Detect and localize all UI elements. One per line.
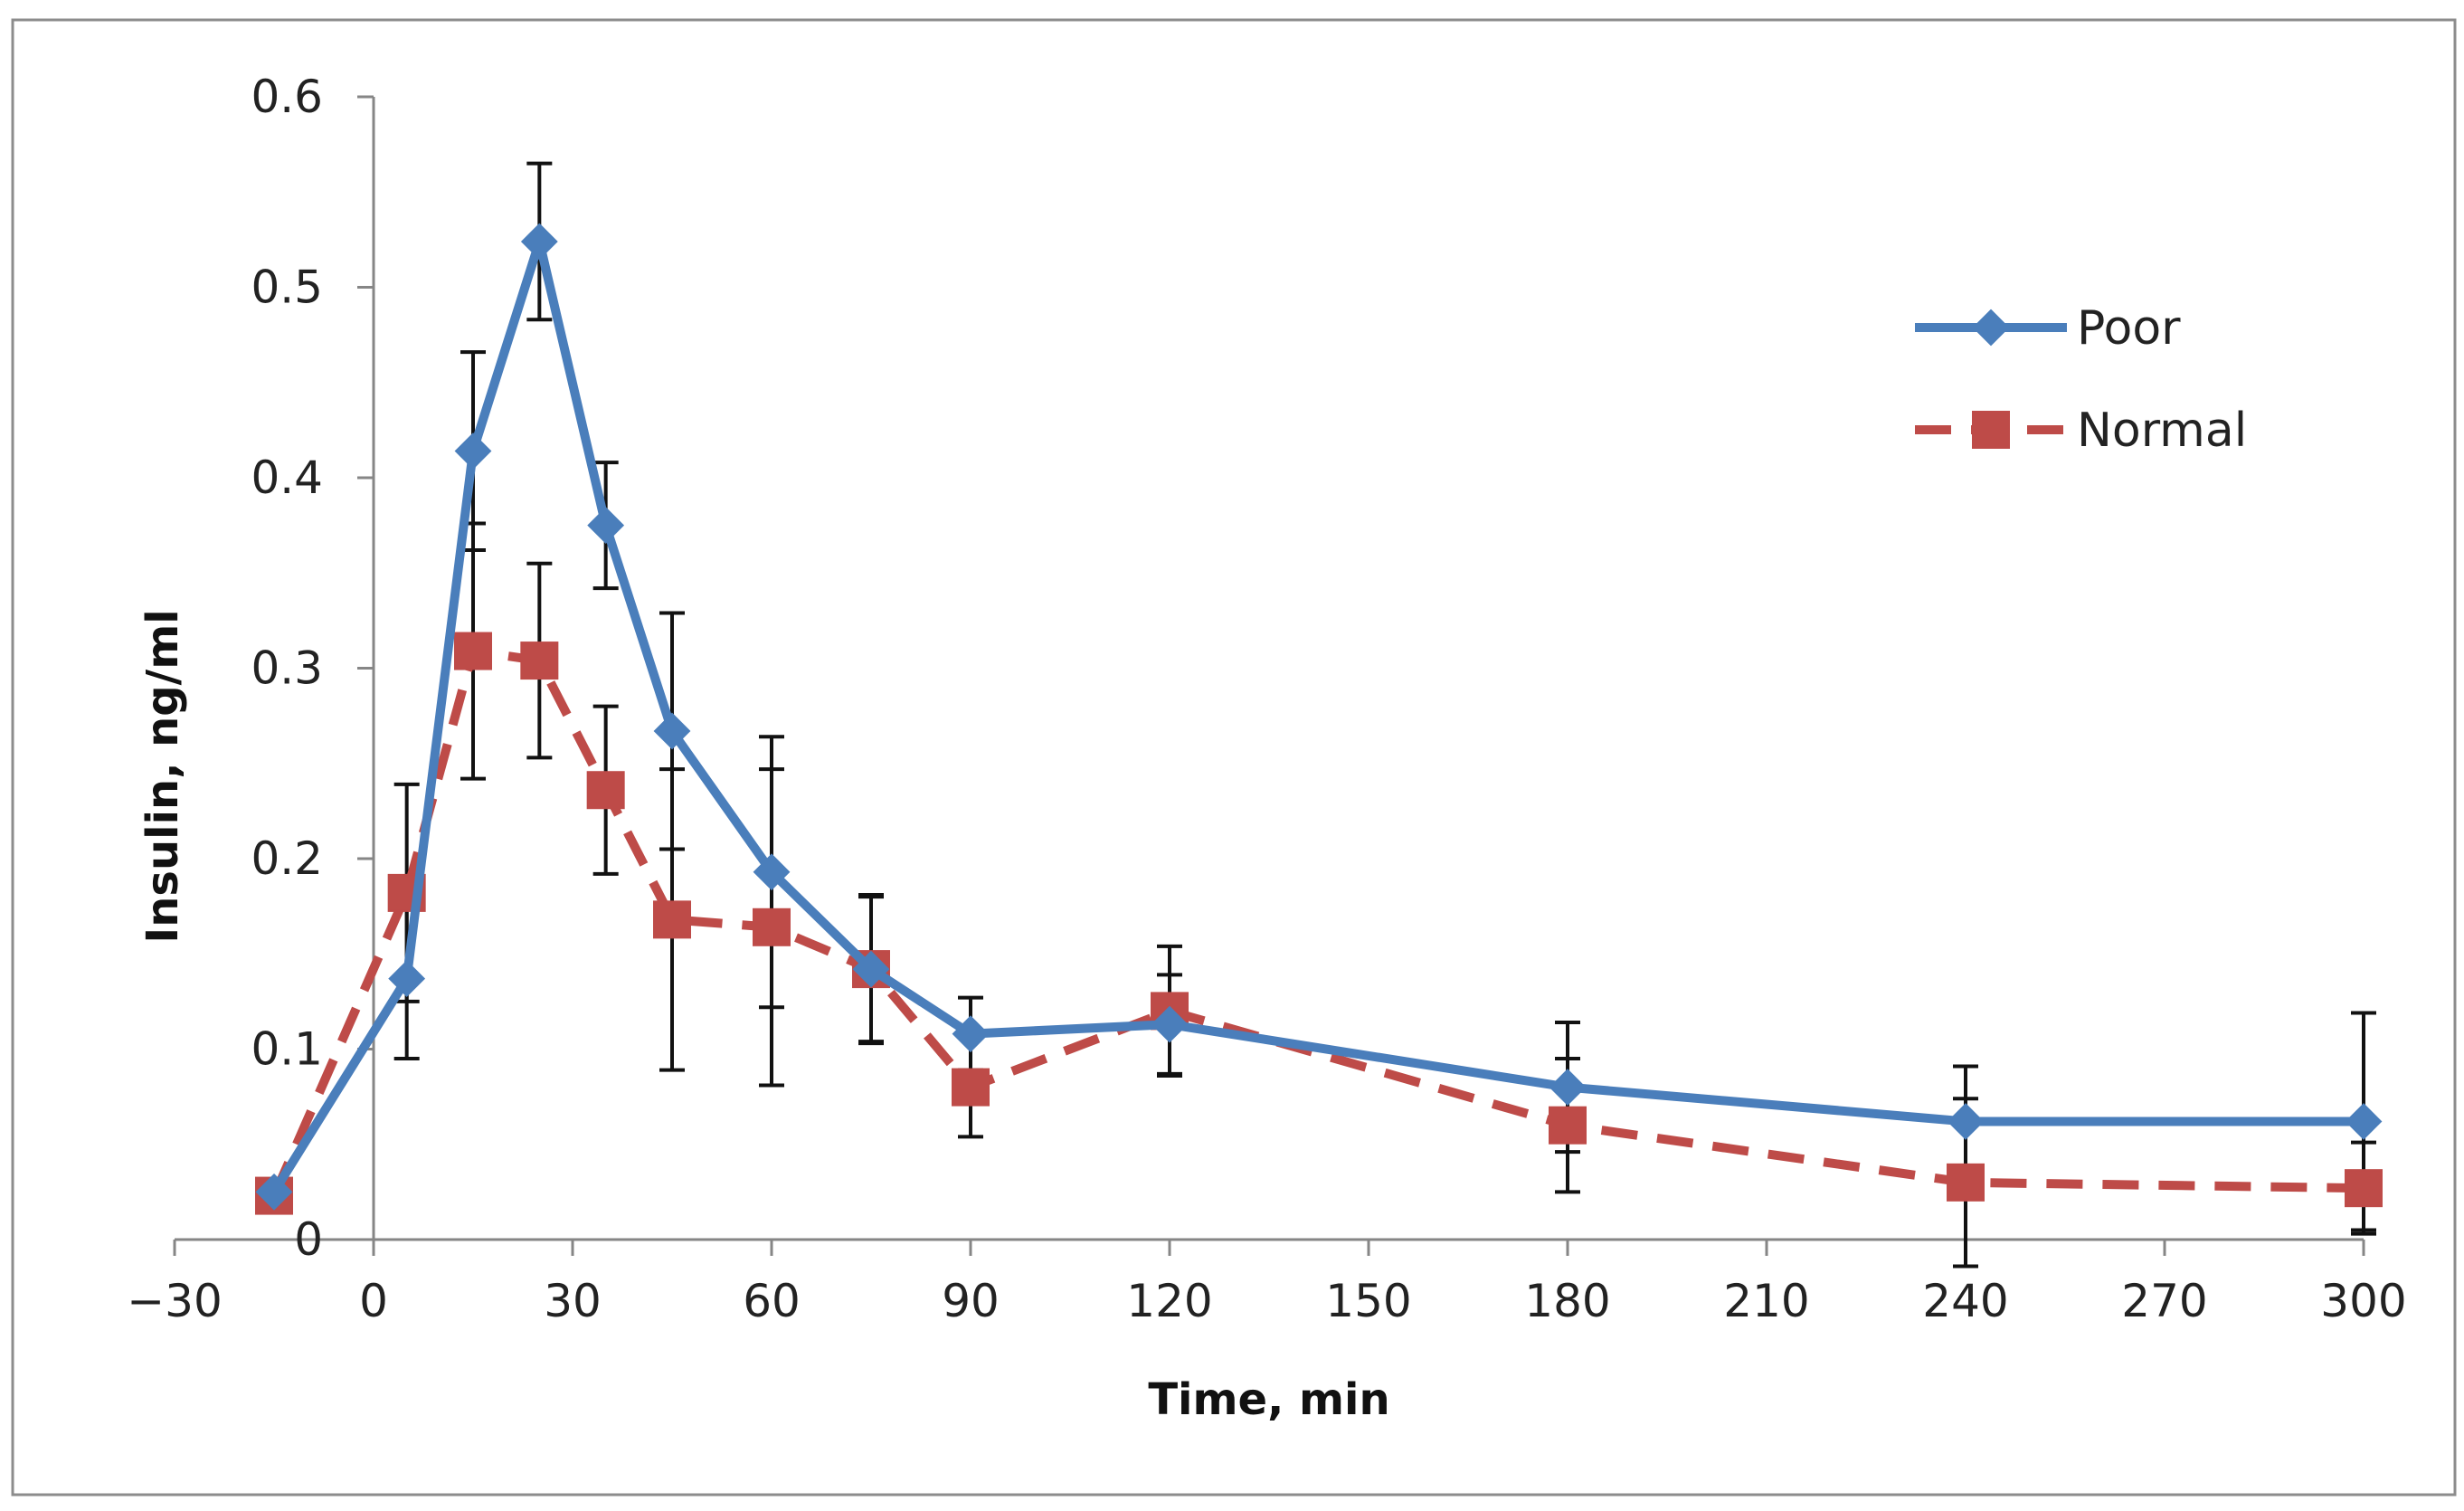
x-tick-label: 240 [1922,1275,2008,1327]
y-tick-label: 0.4 [251,451,323,504]
x-tick-label: 150 [1325,1275,1411,1327]
legend: Poor Normal [1915,301,2247,458]
x-tick-label: 0 [359,1275,388,1327]
x-tick-label: 300 [2320,1275,2406,1327]
x-tick-label: 60 [743,1275,801,1327]
legend-swatch-marker [1972,411,2010,449]
data-point [2345,1169,2383,1208]
x-tick-label: 120 [1126,1275,1212,1327]
legend-swatch-marker [1972,309,2010,347]
x-tick-label: −30 [127,1275,223,1327]
x-axis-ticks: −30 0 30 60 90 120 150 180 210 240 270 300 [127,1240,2407,1327]
data-point [753,908,791,946]
series-poor [255,223,2383,1211]
data-point [653,900,691,939]
data-point [852,950,890,988]
data-point [454,632,492,670]
x-axis-title: Time, min [1148,1374,1389,1425]
chart-frame [11,18,2457,1497]
legend-item-normal: Normal [1915,404,2247,458]
data-point [255,1173,293,1211]
x-tick-label: 180 [1524,1275,1610,1327]
x-tick-label: 90 [942,1275,1000,1327]
data-point [520,641,559,680]
data-point [1549,1106,1587,1145]
y-axis-title: Insulin, ng/ml [137,609,188,943]
plot-area [255,161,2383,1269]
data-point [1947,1163,1985,1202]
data-point [587,507,625,545]
legend-label: Poor [2077,301,2181,356]
y-tick-label: 0.1 [251,1023,323,1076]
data-point [388,960,426,998]
y-tick-label: 0.6 [251,71,323,123]
y-axis-ticks: 0 0.1 0.2 0.3 0.4 0.5 0.6 [251,71,374,1266]
y-tick-label: 0.2 [251,832,323,885]
data-point [1151,1005,1189,1043]
y-tick-label: 0.5 [251,261,323,314]
data-point [520,223,558,261]
legend-item-poor: Poor [1915,301,2181,356]
x-tick-label: 270 [2121,1275,2207,1327]
data-point [952,1015,990,1053]
data-point [952,1068,990,1107]
data-point [454,432,492,470]
data-point [2345,1103,2383,1140]
data-point [1947,1103,1985,1140]
legend-label: Normal [2077,404,2247,458]
data-point [586,771,625,810]
data-point [753,853,791,891]
y-tick-label: 0 [294,1213,323,1266]
data-point [653,712,691,750]
x-tick-label: 210 [1723,1275,1809,1327]
data-point [1549,1069,1587,1107]
y-tick-label: 0.3 [251,642,323,695]
series-normal [255,632,2383,1215]
x-tick-label: 30 [544,1275,602,1327]
